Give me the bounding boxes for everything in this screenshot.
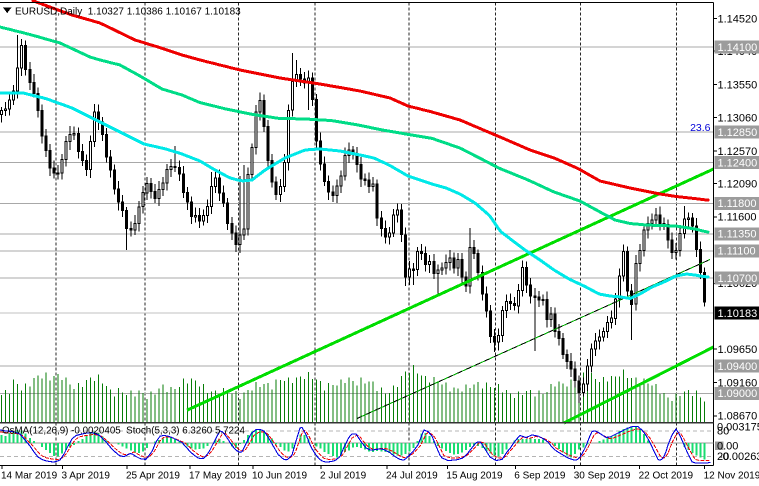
- svg-text:1.12850: 1.12850: [718, 127, 758, 139]
- svg-text:0.00: 0.00: [717, 440, 738, 452]
- svg-text:1.08670: 1.08670: [718, 411, 758, 423]
- svg-text:10 Jun 2019: 10 Jun 2019: [252, 471, 307, 482]
- svg-text:1.09400: 1.09400: [718, 361, 758, 373]
- svg-text:1.14100: 1.14100: [718, 42, 758, 54]
- svg-text:-0.002632: -0.002632: [719, 451, 759, 463]
- svg-text:1.11800: 1.11800: [718, 198, 757, 210]
- svg-text:23.6: 23.6: [690, 122, 711, 134]
- svg-text:1.14520: 1.14520: [718, 13, 758, 25]
- svg-text:1.11100: 1.11100: [718, 246, 756, 258]
- svg-text:14 Mar 2019: 14 Mar 2019: [1, 471, 58, 482]
- svg-text:1.12570: 1.12570: [718, 146, 758, 158]
- svg-text:1.12090: 1.12090: [718, 178, 758, 190]
- svg-text:80: 80: [717, 426, 729, 438]
- svg-text:6 Sep 2019: 6 Sep 2019: [514, 471, 566, 482]
- svg-text:12 Nov 2019: 12 Nov 2019: [704, 471, 759, 482]
- svg-text:30 Sep 2019: 30 Sep 2019: [574, 471, 631, 482]
- svg-text:1.10183: 1.10183: [718, 308, 758, 320]
- svg-text:25 Apr 2019: 25 Apr 2019: [126, 471, 180, 482]
- svg-text:EURUSD,Daily 1.10327 1.10386: EURUSD,Daily 1.10327 1.10386 1.10167 1.1…: [15, 7, 241, 18]
- svg-text:1.09000: 1.09000: [718, 388, 758, 400]
- svg-text:1.12400: 1.12400: [718, 157, 758, 169]
- svg-text:24 Jul 2019: 24 Jul 2019: [386, 471, 438, 482]
- svg-text:1.13060: 1.13060: [718, 113, 758, 125]
- svg-text:1.09650: 1.09650: [718, 344, 758, 356]
- svg-text:17 May 2019: 17 May 2019: [189, 471, 247, 482]
- svg-text:0.0031752: 0.0031752: [717, 421, 759, 433]
- svg-text:20: 20: [717, 451, 729, 463]
- svg-text:22 Oct 2019: 22 Oct 2019: [639, 471, 694, 482]
- svg-text:3 Apr 2019: 3 Apr 2019: [62, 471, 111, 482]
- svg-text:1.11350: 1.11350: [718, 229, 757, 241]
- svg-text:1.13550: 1.13550: [718, 79, 758, 91]
- svg-text:1.09160: 1.09160: [718, 377, 758, 389]
- svg-text:1.10700: 1.10700: [718, 273, 758, 285]
- svg-text:15 Aug 2019: 15 Aug 2019: [446, 471, 503, 482]
- svg-text:1.11600: 1.11600: [718, 212, 757, 224]
- svg-text:OsMA(12,26,9) -0.0020405 Stoc: OsMA(12,26,9) -0.0020405 Stoch(5,3,3) 6.…: [2, 426, 245, 437]
- svg-text:2 Jul 2019: 2 Jul 2019: [320, 471, 367, 482]
